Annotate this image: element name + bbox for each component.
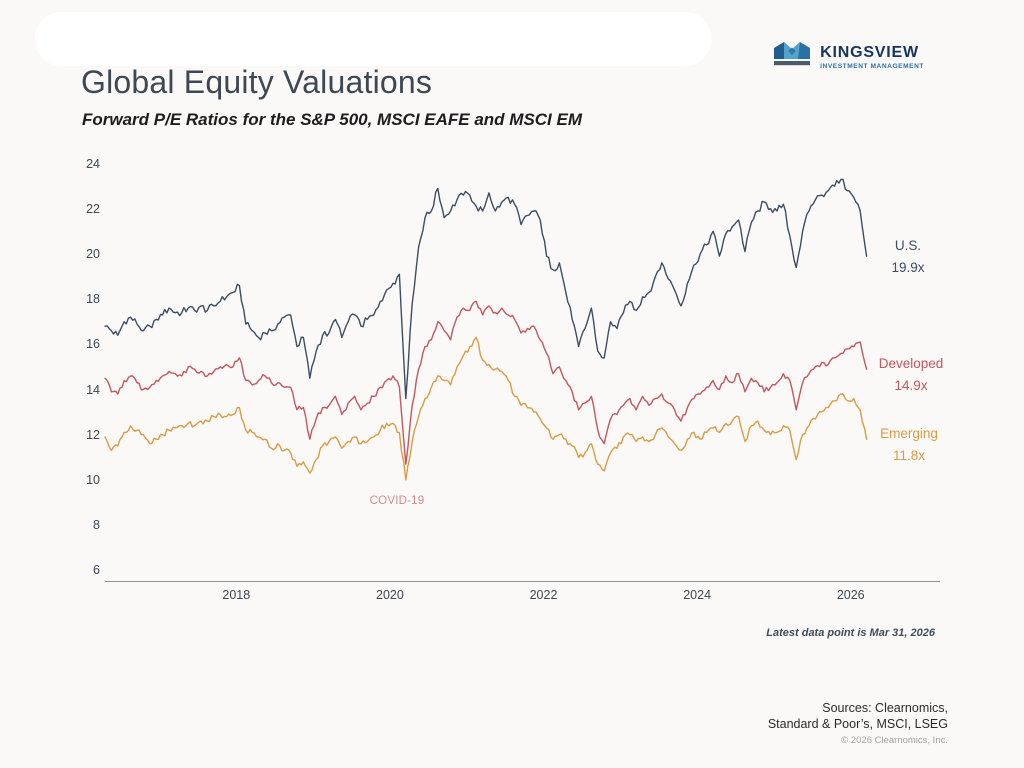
- series-label-emerging: Emerging 11.8x: [854, 423, 964, 467]
- page-subtitle: Forward P/E Ratios for the S&P 500, MSCI…: [82, 110, 583, 129]
- kingsview-logo: KINGSVIEW INVESTMENT MANAGEMENT: [771, 40, 924, 71]
- y-tick-label: 20: [86, 246, 100, 261]
- logo-text: KINGSVIEW INVESTMENT MANAGEMENT: [820, 45, 924, 71]
- series-name-developed: Developed: [878, 356, 944, 371]
- series-name-emerging: Emerging: [880, 426, 938, 441]
- y-tick-label: 22: [86, 201, 100, 216]
- series-name-us: U.S.: [894, 238, 922, 253]
- y-tick-label: 16: [86, 337, 100, 352]
- series-label-developed: Developed 14.9x: [856, 353, 966, 397]
- y-tick-label: 8: [93, 518, 100, 533]
- series-label-us: U.S. 19.9x: [853, 235, 963, 279]
- logo-name: KINGSVIEW: [820, 44, 919, 61]
- sources-line-2: Standard & Poor’s, MSCI, LSEG: [767, 716, 948, 731]
- y-tick-label: 6: [93, 563, 100, 578]
- series-value-emerging: 11.8x: [892, 448, 926, 463]
- covid-annotation: COVID-19: [369, 495, 425, 507]
- x-tick-label: 2020: [376, 588, 404, 602]
- copyright-line: © 2026 Clearnomics, Inc.: [841, 735, 948, 746]
- kingsview-crown-icon: [774, 42, 811, 66]
- sources-block: Sources: Clearnomics, Standard & Poor’s,…: [768, 701, 948, 749]
- y-tick-label: 24: [86, 156, 100, 171]
- x-tick-label: 2026: [836, 588, 865, 602]
- y-tick-label: 10: [86, 472, 100, 487]
- x-tick-label: 2018: [222, 588, 251, 602]
- header-highlight-strip: [35, 12, 711, 66]
- sources-line-1: Sources: Clearnomics,: [822, 701, 948, 715]
- x-tick-label: 2024: [683, 588, 712, 602]
- latest-data-note: Latest data point is Mar 31, 2026: [766, 627, 935, 639]
- x-tick-label: 2022: [529, 588, 558, 602]
- logo-tagline: INVESTMENT MANAGEMENT: [820, 63, 924, 70]
- y-tick-label: 12: [86, 427, 100, 442]
- series-value-us: 19.9x: [891, 260, 925, 275]
- y-tick-label: 14: [86, 382, 100, 397]
- y-tick-label: 18: [86, 292, 100, 307]
- series-value-developed: 14.9x: [894, 378, 928, 393]
- page-title: Global Equity Valuations: [81, 64, 433, 100]
